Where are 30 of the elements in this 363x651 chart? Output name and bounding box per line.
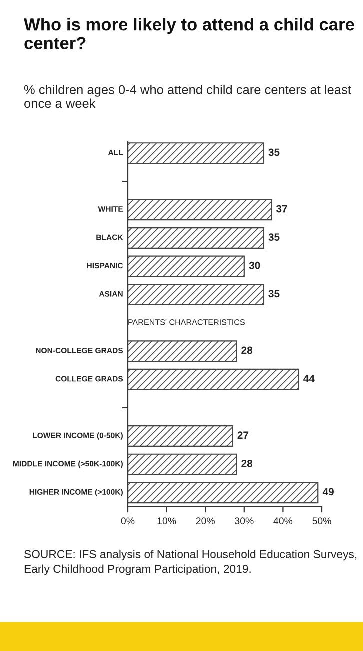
bar [128,340,238,362]
source-note: SOURCE: IFS analysis of National Household Education Surveys, Early Childhood Program Participation, 2019. [24,550,357,576]
x-tick-label: 0% [121,518,135,525]
data-label: 30 [249,262,260,270]
x-tick-label: 20% [196,518,215,525]
data-label: 35 [268,234,280,242]
data-label: 44 [304,375,315,382]
data-label: 35 [268,290,280,298]
data-label: 37 [276,205,288,213]
bar [128,227,264,249]
x-tick-label: 50% [312,518,332,525]
chart-title: Who is more likely to attend a child care center? [24,18,354,50]
y-tick-label: PARENTS' CHARACTERISTICS [128,320,245,326]
bar [128,426,234,448]
bar [128,482,319,504]
data-label: 35 [268,148,280,156]
data-label: 49 [322,488,334,496]
data-label: 28 [242,346,253,354]
data-label: 28 [242,460,253,468]
bar [128,368,300,390]
bar [128,284,264,306]
bar [128,256,245,278]
x-tick-label: 30% [235,518,254,525]
chart-subtitle: % children ages 0-4 who attend child care centers at least once a week [24,85,352,108]
bar [128,142,264,164]
x-tick-label: 40% [274,518,293,525]
data-label: 27 [238,432,249,439]
x-tick-label: 10% [158,518,176,525]
bar [128,199,272,221]
bar [128,454,238,476]
